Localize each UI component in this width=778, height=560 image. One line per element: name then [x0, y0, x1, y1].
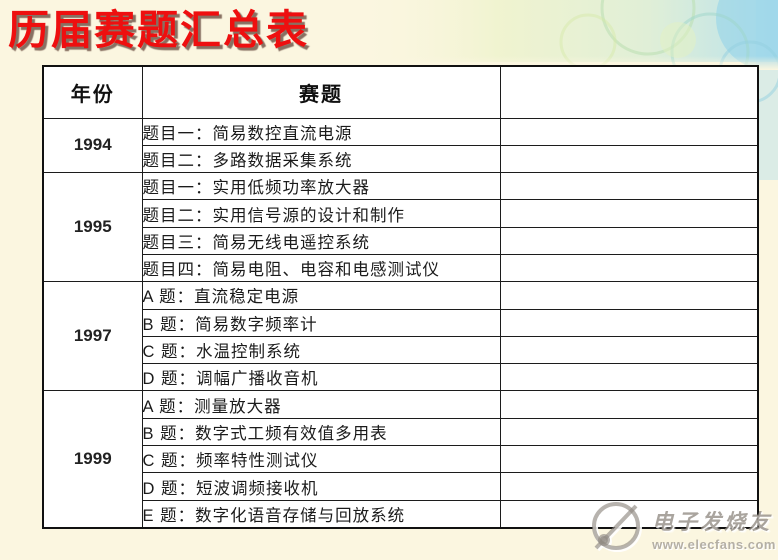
table-row: 1997 A 题：直流稳定电源 — [42, 281, 759, 392]
topic-cell: D 题：调幅广播收音机 — [141, 363, 501, 392]
table-row: 题目二：实用信号源的设计和制作 — [43, 199, 759, 228]
table-row: E 题：数字化语音存储与回放系统 — [43, 499, 759, 529]
table-row: 1994 题目一：简易数控直流电源 — [42, 117, 759, 174]
table-row: 1999 A 题：测量放大器 — [42, 390, 759, 529]
year-column-header: 年份 — [42, 65, 143, 119]
topics-table: 年份 赛题 1994 题目一：简易数控直流电源 题目二：多路数据采集系统 1995 题目… — [42, 65, 759, 529]
notes-cell — [499, 417, 759, 447]
table-row: B 题：数字式工频有效值多用表 — [43, 417, 759, 447]
notes-column-header — [499, 65, 759, 119]
topic-column-header: 赛题 — [141, 65, 501, 119]
topic-cell: 题目一：简易数控直流电源 — [141, 117, 501, 146]
topic-cell: E 题：数字化语音存储与回放系统 — [141, 499, 501, 529]
notes-cell — [499, 472, 759, 501]
topic-cell: 题目二：实用信号源的设计和制作 — [141, 199, 501, 228]
notes-cell — [499, 226, 759, 255]
table-row: 题目三：简易无线电遥控系统 — [43, 226, 759, 255]
topic-cell: 题目一：实用低频功率放大器 — [141, 172, 501, 201]
notes-cell — [499, 117, 759, 146]
topic-cell: 题目二：多路数据采集系统 — [141, 144, 501, 174]
year-cell: 1995 — [42, 172, 143, 283]
notes-cell — [499, 363, 759, 392]
topic-cell: A 题：测量放大器 — [141, 390, 501, 419]
notes-cell — [499, 499, 759, 529]
topic-cell: C 题：频率特性测试仪 — [141, 445, 501, 474]
topic-cell: B 题：简易数字频率计 — [141, 308, 501, 337]
notes-cell — [499, 281, 759, 310]
topic-cell: C 题：水温控制系统 — [141, 335, 501, 365]
notes-cell — [499, 144, 759, 174]
topic-cell: A 题：直流稳定电源 — [141, 281, 501, 310]
header-row: 年份 赛题 — [42, 65, 759, 119]
table-row: C 题：水温控制系统 — [43, 335, 759, 365]
table-row: D 题：短波调频接收机 — [43, 472, 759, 501]
year-cell: 1994 — [42, 117, 143, 174]
notes-cell — [499, 253, 759, 283]
notes-cell — [499, 172, 759, 201]
table-row: C 题：频率特性测试仪 — [43, 445, 759, 474]
watermark-url: www.elecfans.com — [652, 537, 776, 552]
year-cell: 1999 — [42, 390, 143, 529]
notes-cell — [499, 390, 759, 419]
table-row: 题目四：简易电阻、电容和电感测试仪 — [43, 253, 759, 283]
topic-cell: D 题：短波调频接收机 — [141, 472, 501, 501]
year-cell: 1997 — [42, 281, 143, 392]
table-row: 题目二：多路数据采集系统 — [43, 144, 759, 174]
page-title: 历届赛题汇总表 — [8, 7, 309, 53]
topic-cell: 题目三：简易无线电遥控系统 — [141, 226, 501, 255]
notes-cell — [499, 445, 759, 474]
topic-cell: 题目四：简易电阻、电容和电感测试仪 — [141, 253, 501, 283]
topic-cell: B 题：数字式工频有效值多用表 — [141, 417, 501, 447]
table-row: B 题：简易数字频率计 — [43, 308, 759, 337]
notes-cell — [499, 308, 759, 337]
notes-cell — [499, 199, 759, 228]
table-row: 1995 题目一：实用低频功率放大器 — [42, 172, 759, 283]
notes-cell — [499, 335, 759, 365]
table-row: D 题：调幅广播收音机 — [43, 363, 759, 392]
topics-table-body: 年份 赛题 1994 题目一：简易数控直流电源 题目二：多路数据采集系统 1995 题目… — [42, 65, 759, 529]
